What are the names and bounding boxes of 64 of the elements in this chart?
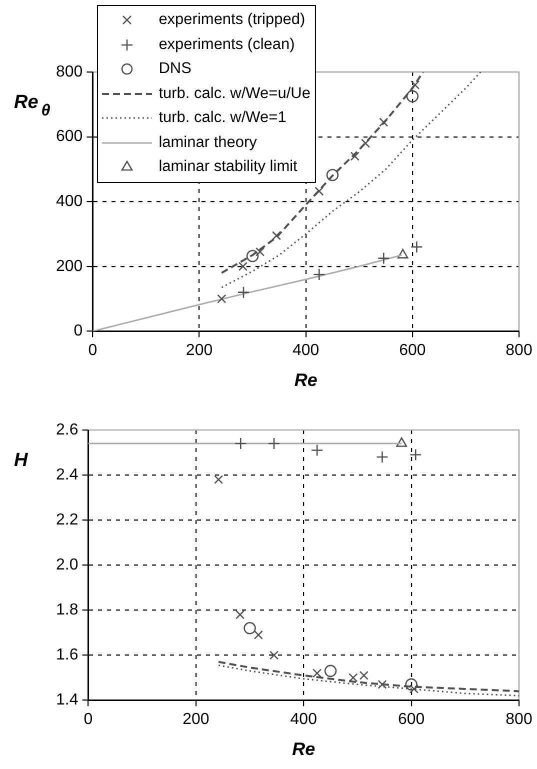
y-tick-label: 0 — [74, 322, 83, 340]
x-tick-label: 400 — [290, 711, 318, 728]
y-tick-label: 600 — [56, 128, 83, 146]
point — [272, 231, 282, 240]
point — [254, 630, 263, 640]
x-axis-title: Re — [294, 370, 318, 390]
point — [312, 668, 322, 678]
point — [324, 664, 337, 678]
y-tick-label: 800 — [56, 63, 83, 80]
point — [255, 247, 265, 256]
y-tick-label: 1.8 — [56, 602, 78, 619]
point — [234, 437, 247, 450]
x-tick-label: 600 — [399, 342, 426, 360]
y-tick-label: 1.6 — [56, 646, 78, 664]
point — [410, 240, 423, 254]
point — [360, 138, 370, 148]
point — [310, 444, 324, 456]
x-tick-label: 800 — [506, 711, 532, 728]
legend-label: turb. calc. w/We=1 — [158, 109, 286, 128]
point — [244, 622, 256, 634]
y-tick-label: 1.4 — [56, 692, 78, 709]
x-axis-title: Re — [292, 739, 316, 760]
point — [409, 684, 419, 694]
point — [268, 437, 280, 450]
point — [314, 186, 324, 196]
point — [350, 152, 360, 161]
x-tick-label: 600 — [398, 711, 425, 728]
y-tick-label: 2.0 — [56, 556, 78, 574]
point — [378, 680, 387, 689]
point — [359, 670, 368, 680]
y-axis-title: H — [14, 450, 29, 471]
legend-label: laminar theory — [158, 134, 257, 152]
x-tick-label: 800 — [506, 342, 532, 360]
x-tick-label: 200 — [186, 342, 213, 360]
point — [217, 294, 226, 304]
point — [379, 118, 388, 127]
legend-label: DNS — [158, 60, 192, 78]
point — [238, 262, 248, 271]
legend-label: laminar stability limit — [158, 158, 298, 176]
point — [405, 678, 418, 691]
point — [406, 90, 419, 102]
point — [348, 673, 358, 682]
y-tick-label: 400 — [56, 193, 83, 210]
x-tick-label: 200 — [182, 711, 210, 728]
x-tick-label: 0 — [88, 342, 98, 360]
point — [313, 268, 326, 281]
point — [236, 610, 245, 620]
x-tick-label: 400 — [292, 342, 320, 360]
point — [396, 437, 408, 447]
point — [409, 448, 422, 461]
point — [326, 168, 339, 182]
legend-label: turb. calc. w/We=u/Ue — [158, 84, 310, 103]
legend-label: experiments (tripped) — [158, 11, 306, 30]
y-tick-label: 2.6 — [56, 421, 78, 438]
point — [410, 80, 420, 90]
y-tick-label: 2.2 — [56, 511, 78, 528]
y-tick-label: 200 — [56, 258, 83, 275]
point — [214, 475, 224, 484]
legend-label: experiments (clean) — [158, 36, 295, 54]
point — [246, 250, 259, 262]
point — [269, 650, 279, 660]
point — [237, 286, 250, 298]
point — [376, 450, 388, 464]
y-tick-label: 2.4 — [56, 466, 78, 484]
